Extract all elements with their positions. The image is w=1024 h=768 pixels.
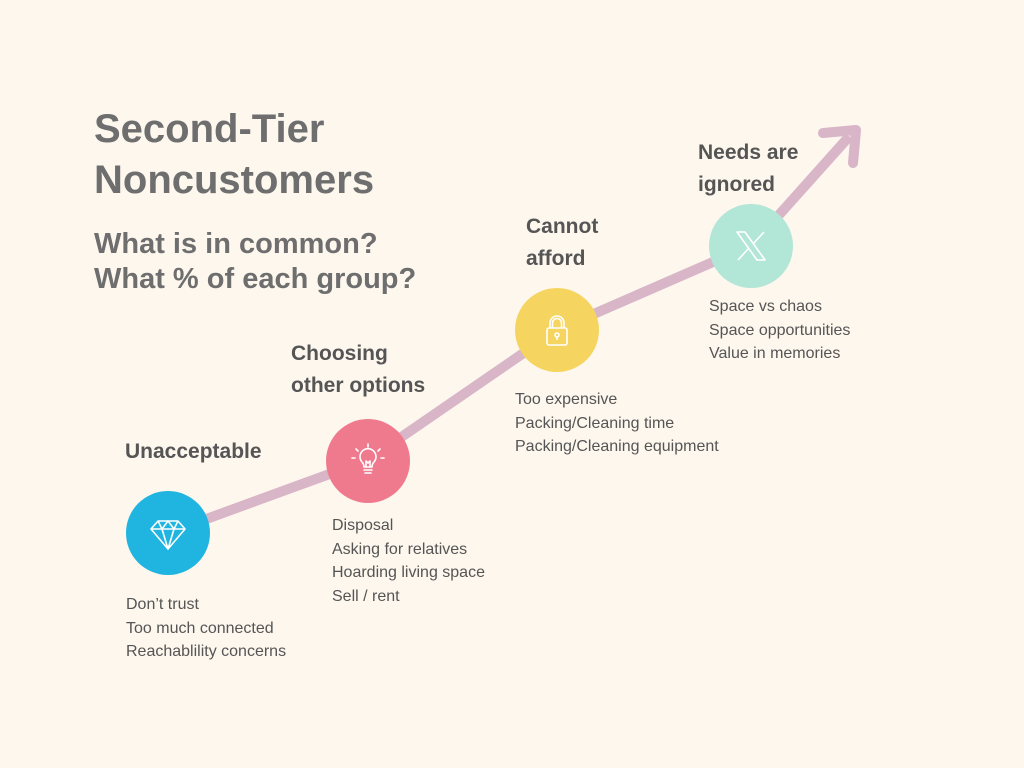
list-item: Too much connected bbox=[126, 619, 274, 637]
stage-label-afford: Cannot afford bbox=[526, 211, 598, 275]
arrow-head bbox=[818, 125, 861, 168]
stage-circle-ignored bbox=[709, 204, 793, 288]
list-item: Space opportunities bbox=[709, 321, 851, 339]
list-item: Packing/Cleaning time bbox=[515, 414, 675, 432]
subtitle-line-2: What % of each group? bbox=[94, 263, 417, 295]
stage-circle-unacceptable bbox=[126, 491, 210, 575]
stage-label-line-2: afford bbox=[526, 247, 586, 270]
list-item: Hoarding living space bbox=[332, 564, 485, 581]
list-item: Packing/Cleaning equipment bbox=[515, 438, 719, 455]
x-icon bbox=[736, 231, 766, 261]
stage-items-ignored: Space vs chaos Space opportunities Value… bbox=[709, 295, 850, 366]
stage-label-ignored: Needs are ignored bbox=[698, 137, 798, 201]
stage-label-line-2: ignored bbox=[698, 173, 775, 196]
stage-circle-afford bbox=[515, 288, 599, 372]
list-item: Disposal bbox=[332, 517, 394, 534]
stage-label-text: Unacceptable bbox=[125, 440, 262, 463]
list-item: Space vs chaos bbox=[709, 298, 822, 315]
title-line-2: Noncustomers bbox=[94, 158, 375, 202]
list-item: Sell / rent bbox=[332, 587, 400, 605]
stage-circle-choosing bbox=[326, 419, 410, 503]
stage-items-afford: Too expensive Packing/Cleaning time Pack… bbox=[515, 388, 719, 459]
stage-label-unacceptable: Unacceptable bbox=[125, 436, 262, 468]
stage-items-unacceptable: Don’t trust Too much connected Reachabli… bbox=[126, 593, 286, 664]
stage-items-choosing: Disposal Asking for relatives Hoarding l… bbox=[332, 514, 485, 608]
page-subtitle: What is in common? What % of each group? bbox=[94, 227, 416, 297]
diamond-icon bbox=[150, 520, 186, 550]
page-title: Second-Tier Noncustomers bbox=[94, 104, 374, 206]
stage-label-choosing: Choosing other options bbox=[291, 338, 425, 402]
list-item: Reachablility concerns bbox=[126, 643, 287, 660]
stage-label-line-1: Cannot bbox=[526, 215, 599, 238]
list-item: Don’t trust bbox=[126, 596, 199, 613]
list-item: Asking for relatives bbox=[332, 540, 468, 558]
stage-label-line-2: other options bbox=[291, 374, 426, 397]
title-line-1: Second-Tier bbox=[94, 107, 325, 151]
padlock-icon bbox=[546, 315, 568, 346]
stage-label-line-1: Needs are bbox=[698, 141, 799, 164]
subtitle-line-1: What is in common? bbox=[94, 228, 378, 260]
lightbulb-icon bbox=[351, 443, 385, 474]
list-item: Too expensive bbox=[515, 391, 618, 408]
list-item: Value in memories bbox=[709, 345, 841, 362]
stage-label-line-1: Choosing bbox=[291, 342, 388, 365]
